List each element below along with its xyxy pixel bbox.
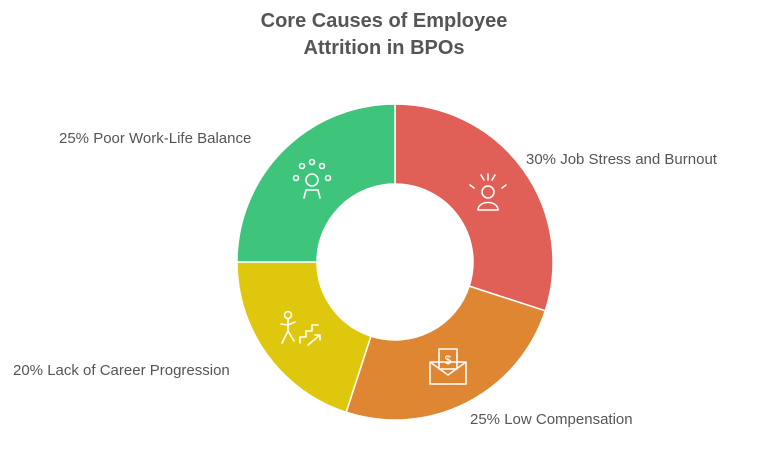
slice-label-job-stress: 30% Job Stress and Burnout <box>526 151 718 168</box>
svg-text:$: $ <box>445 353 452 367</box>
slice-label-low-compensation: 25% Low Compensation <box>470 411 633 428</box>
chart-title-line-2: Attrition in BPOs <box>303 37 465 59</box>
slices-group <box>236 103 554 421</box>
person-climbing-stairs-icon <box>280 310 321 346</box>
donut-slice-3 <box>236 103 396 263</box>
chart-title-line-1: Core Causes of Employee <box>260 10 508 32</box>
person-juggling-icon <box>292 158 332 199</box>
donut-slice-1 <box>345 285 547 421</box>
chart-title: Core Causes of Employee Attrition in BPO… <box>0 8 768 62</box>
stressed-person-icon <box>469 173 507 211</box>
slice-label-work-life-balance: 25% Poor Work-Life Balance <box>59 130 251 147</box>
money-envelope-icon: $ <box>429 348 467 385</box>
slice-label-career-progression: 20% Lack of Career Progression <box>13 362 230 379</box>
donut-slice-0 <box>394 103 554 312</box>
